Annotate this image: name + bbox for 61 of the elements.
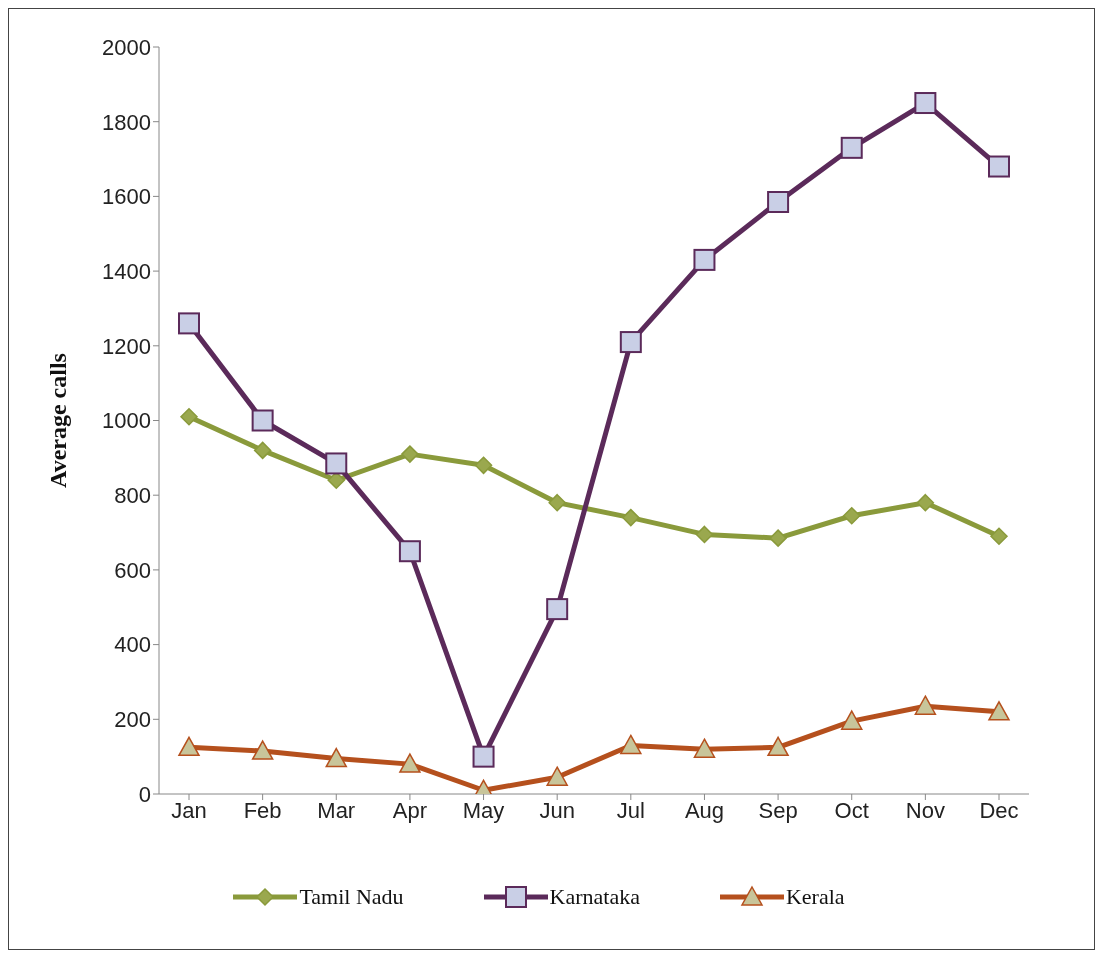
y-tick-label: 1200: [102, 333, 151, 359]
point: [914, 695, 937, 715]
point: [842, 506, 861, 525]
point: [546, 598, 569, 621]
point: [178, 736, 200, 757]
point: [325, 747, 348, 768]
x-tick-label: Oct: [834, 797, 869, 823]
point: [253, 441, 272, 460]
x-tick-label: Jun: [539, 797, 575, 823]
point: [178, 312, 200, 335]
point: [769, 529, 787, 547]
x-tick-label: Apr: [392, 797, 428, 823]
point: [251, 409, 274, 432]
legend-label: Tamil Nadu: [299, 884, 404, 910]
point: [622, 508, 640, 527]
point: [251, 740, 274, 760]
point: [474, 456, 493, 475]
point: [620, 734, 642, 755]
legend-label: Kerala: [785, 884, 845, 910]
point: [767, 191, 790, 213]
y-tick-label: 2000: [102, 34, 151, 60]
x-tick-label: Jan: [171, 797, 207, 823]
y-tick-label: 1400: [102, 258, 151, 284]
x-tick-label: May: [462, 797, 505, 823]
y-axis-title: Average calls: [44, 353, 71, 488]
y-tick-label: 0: [138, 781, 151, 807]
x-tick-label: Feb: [243, 797, 282, 823]
y-tick-label: 1000: [102, 408, 151, 434]
point: [840, 136, 863, 159]
point: [693, 248, 716, 271]
point: [399, 753, 421, 773]
x-tick-label: Nov: [905, 797, 945, 823]
point: [546, 766, 568, 786]
y-tick-label: 1600: [102, 184, 151, 210]
point: [398, 540, 421, 563]
point: [180, 408, 198, 426]
point: [695, 525, 714, 544]
x-tick-label: Sep: [758, 797, 798, 823]
y-tick-label: 800: [114, 483, 151, 509]
x-tick-label: Dec: [979, 797, 1019, 823]
point: [840, 710, 863, 730]
y-tick-label: 200: [114, 707, 151, 733]
x-tick-label: Jul: [616, 797, 645, 823]
point: [767, 736, 789, 757]
y-tick-label: 400: [114, 632, 151, 658]
point: [914, 92, 937, 115]
point: [988, 155, 1010, 178]
x-tick-label: Mar: [317, 797, 356, 823]
point: [548, 493, 566, 512]
point: [325, 452, 348, 475]
point: [401, 445, 419, 463]
point: [693, 738, 716, 758]
point: [619, 331, 642, 354]
y-tick-label: 600: [114, 557, 151, 583]
legend-label: Karnataka: [549, 884, 640, 910]
point: [916, 493, 935, 512]
point: [988, 701, 1010, 721]
point: [990, 527, 1008, 546]
y-tick-label: 1800: [102, 109, 151, 135]
x-tick-label: Aug: [684, 797, 725, 823]
point: [472, 745, 495, 768]
